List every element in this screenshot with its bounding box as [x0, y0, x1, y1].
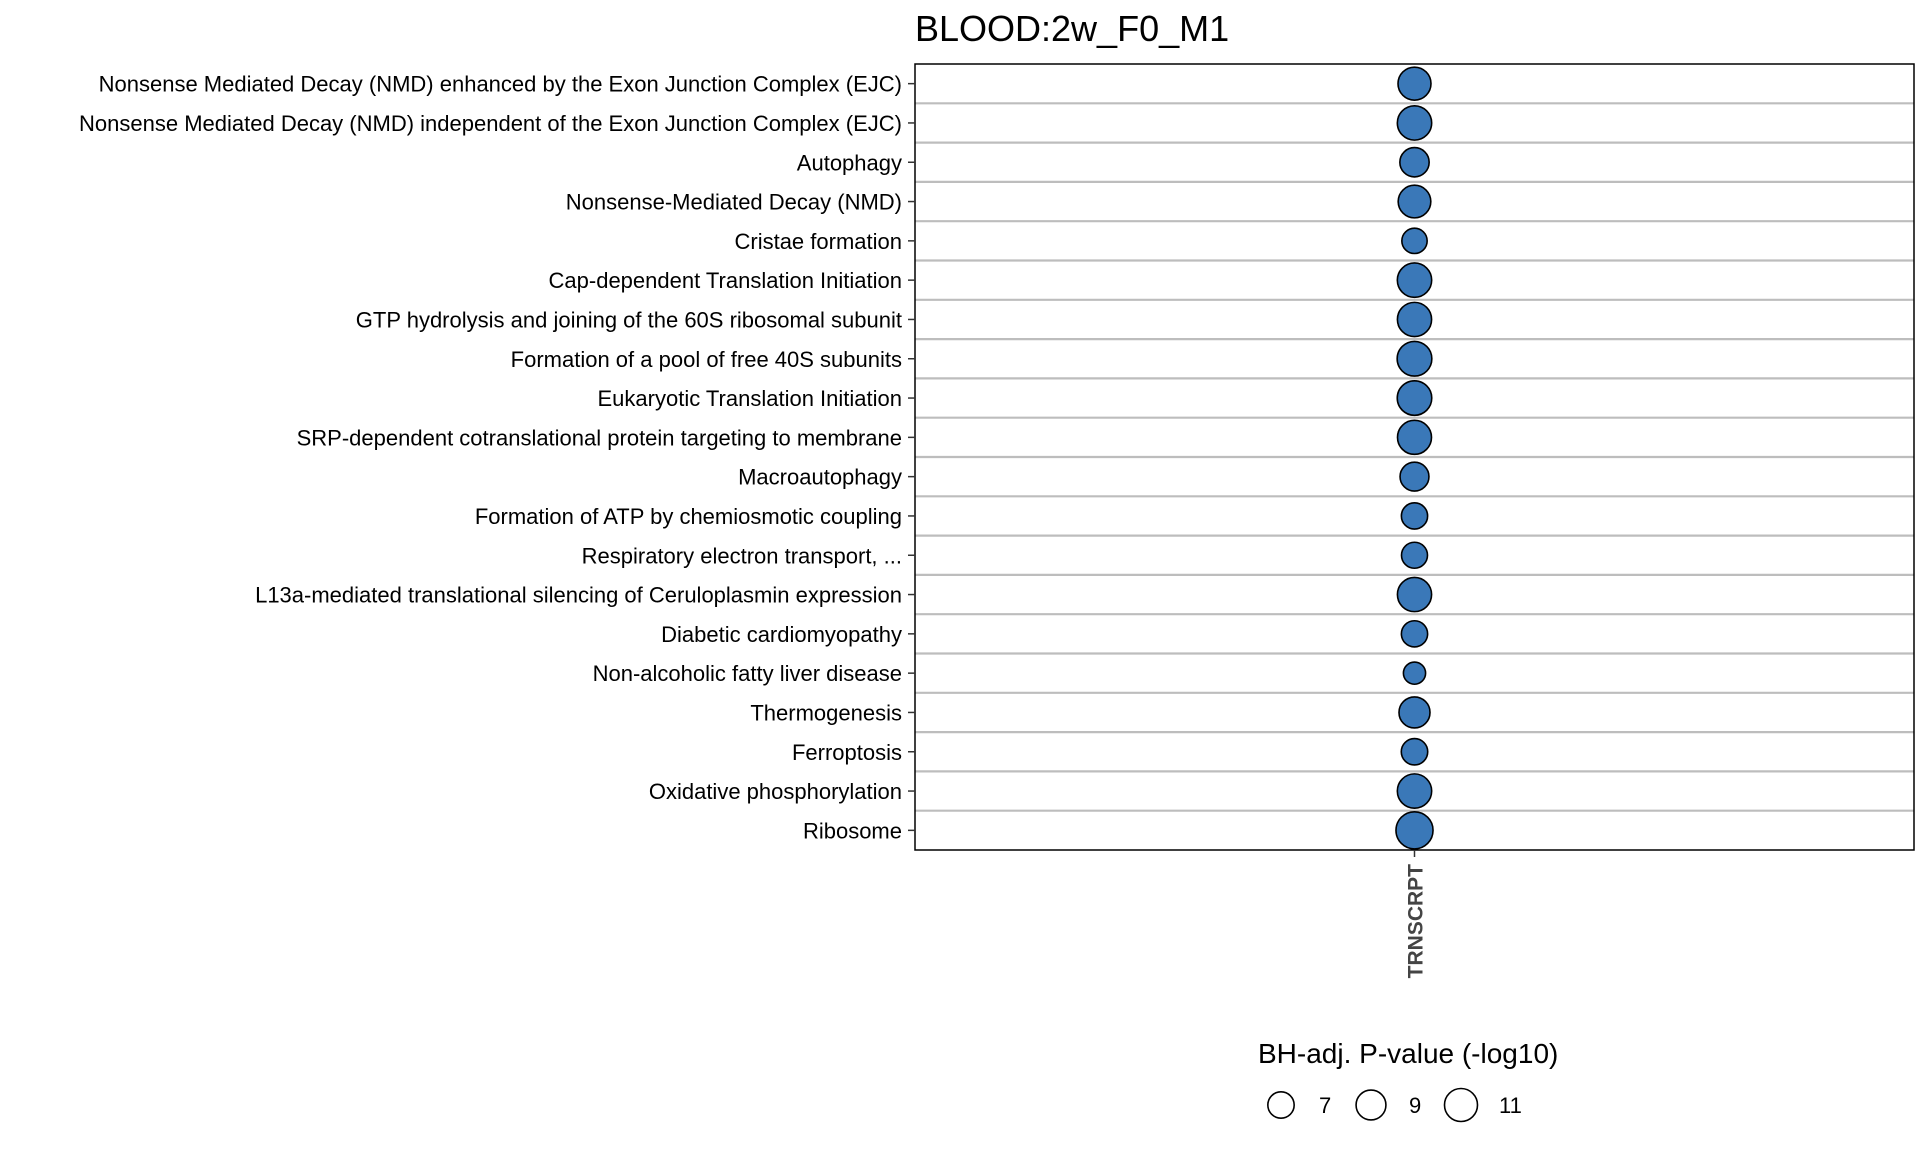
y-tick-label: Non-alcoholic fatty liver disease: [593, 661, 902, 686]
y-tick-label: Ribosome: [803, 818, 902, 843]
legend-key: [1267, 1091, 1295, 1119]
y-tick-label: L13a-mediated translational silencing of…: [255, 583, 902, 608]
y-tick-label: Ferroptosis: [792, 740, 902, 765]
y-tick-label: Macroautophagy: [738, 465, 902, 490]
y-tick-label: Nonsense-Mediated Decay (NMD): [566, 190, 902, 215]
data-point: [1400, 502, 1429, 530]
legend-title: BH-adj. P-value (-log10): [1258, 1038, 1558, 1069]
y-tick-label: Autophagy: [797, 150, 902, 175]
legend-key: [1355, 1089, 1387, 1121]
y-tick-label: Cap-dependent Translation Initiation: [549, 268, 902, 293]
data-point: [1396, 773, 1433, 810]
data-point: [1397, 184, 1432, 219]
data-point: [1400, 737, 1429, 766]
y-tick-label: Oxidative phosphorylation: [649, 779, 902, 804]
data-point: [1399, 461, 1430, 492]
x-tick-label: TRNSCRPT: [1405, 864, 1428, 979]
y-tick-label: Diabetic cardiomyopathy: [661, 622, 902, 647]
data-point: [1401, 227, 1428, 255]
y-tick-label: Formation of a pool of free 40S subunits: [511, 347, 902, 372]
legend-label: 7: [1319, 1093, 1331, 1118]
y-tick-label: GTP hydrolysis and joining of the 60S ri…: [356, 307, 902, 332]
data-point: [1397, 66, 1432, 101]
data-point: [1396, 340, 1433, 377]
data-point: [1402, 661, 1427, 686]
legend-label: 11: [1499, 1093, 1522, 1118]
data-point: [1399, 146, 1430, 178]
y-tick-label: Thermogenesis: [750, 700, 902, 725]
size-legend: BH-adj. P-value (-log10) 7 9 11: [1258, 1038, 1558, 1123]
y-tick-label: Nonsense Mediated Decay (NMD) enhanced b…: [99, 72, 902, 97]
data-point: [1396, 262, 1433, 299]
data-point: [1398, 696, 1431, 729]
legend-label: 9: [1409, 1093, 1421, 1118]
data-point: [1396, 576, 1433, 613]
y-tick-label: Nonsense Mediated Decay (NMD) independen…: [79, 111, 902, 136]
chart-title: BLOOD:2w_F0_M1: [915, 8, 1229, 49]
data-point: [1396, 104, 1433, 141]
data-point: [1396, 419, 1433, 456]
data-point: [1400, 541, 1429, 570]
legend-key: [1443, 1087, 1479, 1123]
y-tick-label: Cristae formation: [734, 229, 902, 254]
data-point: [1396, 301, 1433, 338]
data-point: [1400, 619, 1429, 648]
y-tick-label: Respiratory electron transport, ...: [582, 543, 902, 568]
data-point: [1395, 811, 1434, 850]
data-point: [1396, 379, 1433, 417]
plot-area: Nonsense Mediated Decay (NMD) enhanced b…: [79, 63, 1915, 979]
y-tick-label: Formation of ATP by chemiosmotic couplin…: [475, 504, 902, 529]
y-tick-label: SRP-dependent cotranslational protein ta…: [297, 425, 902, 450]
y-tick-label: Eukaryotic Translation Initiation: [598, 386, 903, 411]
